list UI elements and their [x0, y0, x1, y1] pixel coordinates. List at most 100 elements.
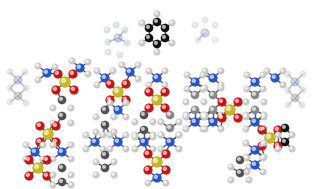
Circle shape	[184, 86, 190, 92]
Circle shape	[227, 106, 231, 111]
Circle shape	[244, 72, 250, 78]
Circle shape	[251, 106, 259, 114]
Circle shape	[219, 83, 221, 85]
Circle shape	[155, 12, 157, 14]
Circle shape	[150, 119, 156, 125]
Circle shape	[291, 78, 299, 86]
Circle shape	[169, 40, 175, 46]
Circle shape	[69, 143, 71, 145]
Circle shape	[113, 87, 123, 97]
Circle shape	[147, 69, 149, 71]
Circle shape	[151, 147, 153, 149]
Circle shape	[285, 71, 291, 77]
Circle shape	[24, 143, 26, 145]
Circle shape	[176, 132, 182, 138]
Circle shape	[51, 106, 53, 108]
Circle shape	[133, 133, 135, 135]
Circle shape	[112, 173, 114, 175]
Circle shape	[60, 166, 62, 168]
Circle shape	[36, 138, 44, 146]
Circle shape	[113, 22, 119, 28]
Circle shape	[123, 81, 126, 84]
Circle shape	[202, 17, 208, 23]
Circle shape	[107, 132, 113, 138]
Circle shape	[50, 105, 56, 111]
Circle shape	[123, 100, 129, 106]
Circle shape	[191, 78, 199, 86]
Circle shape	[124, 133, 126, 135]
Circle shape	[183, 112, 189, 118]
Circle shape	[203, 115, 205, 117]
Circle shape	[141, 127, 144, 130]
Circle shape	[150, 146, 156, 152]
Circle shape	[15, 77, 18, 80]
Circle shape	[252, 162, 256, 165]
Circle shape	[200, 86, 206, 92]
Circle shape	[52, 86, 60, 94]
Circle shape	[211, 108, 213, 110]
Circle shape	[176, 119, 182, 125]
Circle shape	[136, 77, 138, 79]
Circle shape	[261, 170, 263, 172]
Circle shape	[243, 140, 249, 146]
Circle shape	[123, 132, 129, 138]
Circle shape	[201, 113, 203, 115]
Circle shape	[159, 133, 161, 135]
Circle shape	[167, 139, 170, 142]
Circle shape	[53, 87, 56, 90]
Circle shape	[68, 105, 74, 111]
Circle shape	[112, 160, 114, 162]
Circle shape	[276, 147, 278, 149]
Circle shape	[290, 133, 292, 135]
Circle shape	[272, 75, 275, 78]
Circle shape	[44, 157, 47, 160]
Circle shape	[146, 105, 149, 108]
Circle shape	[260, 86, 266, 92]
Circle shape	[280, 68, 286, 74]
Circle shape	[260, 72, 266, 78]
Circle shape	[209, 74, 217, 82]
Circle shape	[53, 65, 55, 67]
Circle shape	[108, 101, 110, 103]
Circle shape	[262, 141, 264, 143]
Circle shape	[262, 155, 264, 157]
Circle shape	[100, 146, 106, 152]
Circle shape	[146, 26, 149, 28]
Circle shape	[68, 120, 74, 126]
Circle shape	[275, 146, 281, 152]
Circle shape	[94, 130, 96, 132]
Circle shape	[258, 126, 266, 134]
Circle shape	[145, 180, 151, 186]
Circle shape	[201, 29, 209, 37]
Circle shape	[299, 102, 305, 108]
Circle shape	[146, 36, 149, 38]
Circle shape	[158, 119, 164, 125]
Circle shape	[234, 114, 242, 122]
Circle shape	[203, 18, 205, 20]
Circle shape	[262, 127, 264, 129]
Circle shape	[22, 69, 28, 75]
Circle shape	[212, 22, 218, 28]
Circle shape	[262, 115, 264, 117]
Circle shape	[301, 72, 303, 74]
Circle shape	[245, 156, 247, 158]
Circle shape	[52, 122, 60, 130]
Circle shape	[123, 28, 125, 30]
Circle shape	[102, 108, 105, 110]
Circle shape	[115, 35, 118, 38]
Circle shape	[201, 127, 203, 129]
Circle shape	[162, 89, 165, 92]
Circle shape	[261, 73, 263, 75]
Circle shape	[166, 124, 173, 132]
Circle shape	[24, 101, 26, 103]
Circle shape	[77, 65, 80, 68]
Circle shape	[275, 143, 278, 146]
Circle shape	[86, 60, 88, 62]
Circle shape	[246, 177, 252, 183]
Circle shape	[244, 169, 250, 175]
Circle shape	[228, 177, 234, 183]
Circle shape	[101, 147, 103, 149]
Circle shape	[68, 182, 74, 188]
Circle shape	[200, 112, 206, 118]
Circle shape	[123, 97, 126, 100]
